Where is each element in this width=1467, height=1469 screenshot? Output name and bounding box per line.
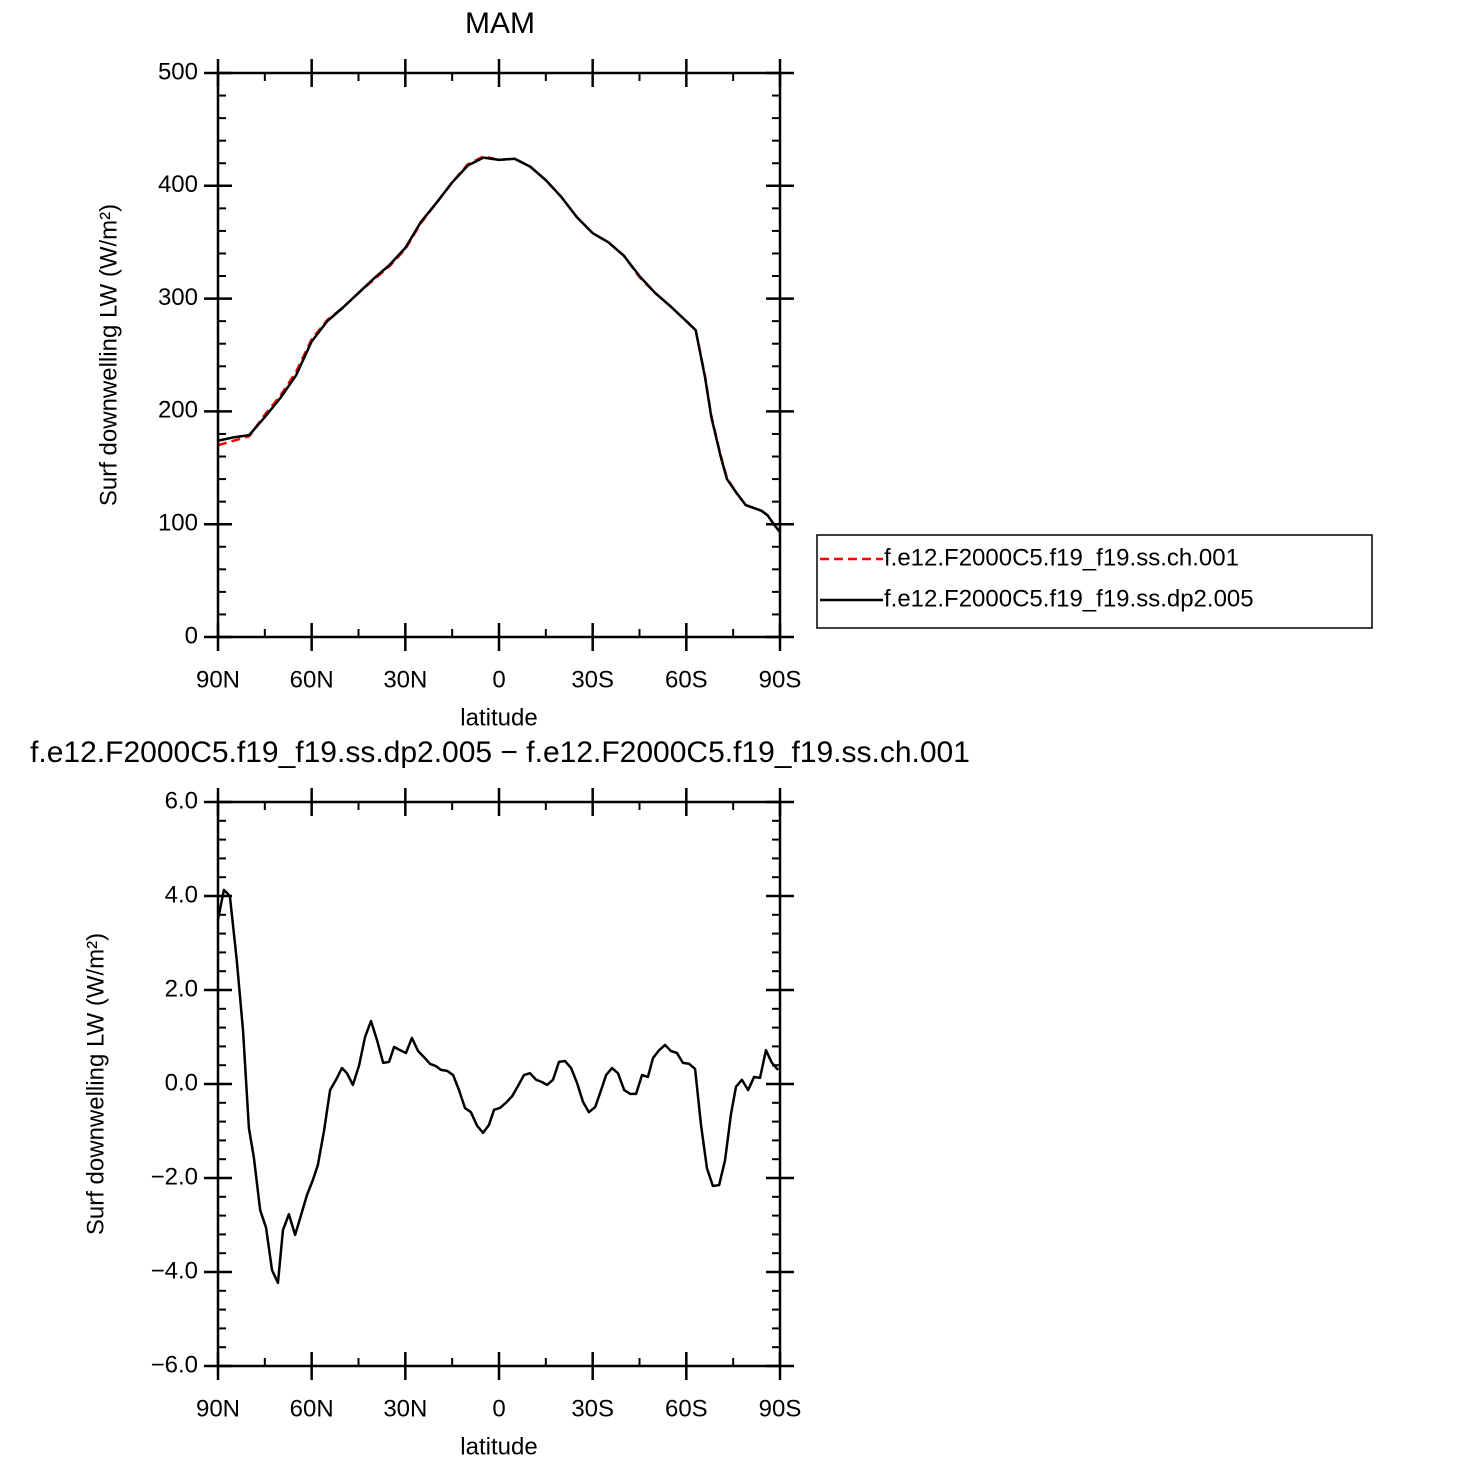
y-tick-label: 200 (158, 397, 198, 424)
y-tick-label: 400 (158, 171, 198, 198)
x-tick-label: 90N (196, 666, 240, 693)
legend-label: f.e12.F2000C5.f19_f19.ss.ch.001 (884, 544, 1239, 571)
y-tick-label: −2.0 (151, 1163, 198, 1190)
y-axis-label: Surf downwelling LW (W/m²) (95, 204, 122, 506)
y-tick-label: 500 (158, 58, 198, 85)
y-tick-label: 100 (158, 510, 198, 537)
data-line (217, 156, 781, 533)
x-tick-label: 60S (665, 666, 708, 693)
chart-title: f.e12.F2000C5.f19_f19.ss.dp2.005 − f.e12… (30, 736, 970, 769)
x-axis-label: latitude (460, 1433, 537, 1460)
plot-frame (216, 71, 782, 639)
x-tick-label: 30S (571, 666, 614, 693)
x-tick-label: 30N (383, 666, 427, 693)
data-line (216, 888, 780, 1285)
plot-frame (216, 800, 782, 1368)
x-tick-label: 60N (290, 666, 334, 693)
legend-label: f.e12.F2000C5.f19_f19.ss.dp2.005 (884, 585, 1254, 612)
y-axis-label: Surf downwelling LW (W/m²) (82, 933, 109, 1235)
x-tick-label: 90N (196, 1395, 240, 1422)
x-tick-label: 0 (492, 1395, 505, 1422)
x-tick-label: 30S (571, 1395, 614, 1422)
chart-title: MAM (465, 7, 535, 40)
y-tick-label: 300 (158, 284, 198, 311)
x-tick-label: 90S (759, 1395, 802, 1422)
legend-box (816, 534, 1373, 629)
y-tick-label: −6.0 (151, 1351, 198, 1378)
y-tick-label: 6.0 (165, 787, 198, 814)
x-tick-label: 90S (759, 666, 802, 693)
y-tick-label: 2.0 (165, 975, 198, 1002)
y-tick-label: 4.0 (165, 881, 198, 908)
x-tick-label: 60N (290, 1395, 334, 1422)
y-tick-label: −4.0 (151, 1257, 198, 1284)
x-axis-label: latitude (460, 704, 537, 731)
x-tick-label: 0 (492, 666, 505, 693)
x-tick-label: 30N (383, 1395, 427, 1422)
data-line (217, 155, 781, 533)
x-tick-label: 60S (665, 1395, 708, 1422)
y-tick-label: 0.0 (165, 1069, 198, 1096)
y-tick-label: 0 (185, 622, 198, 649)
